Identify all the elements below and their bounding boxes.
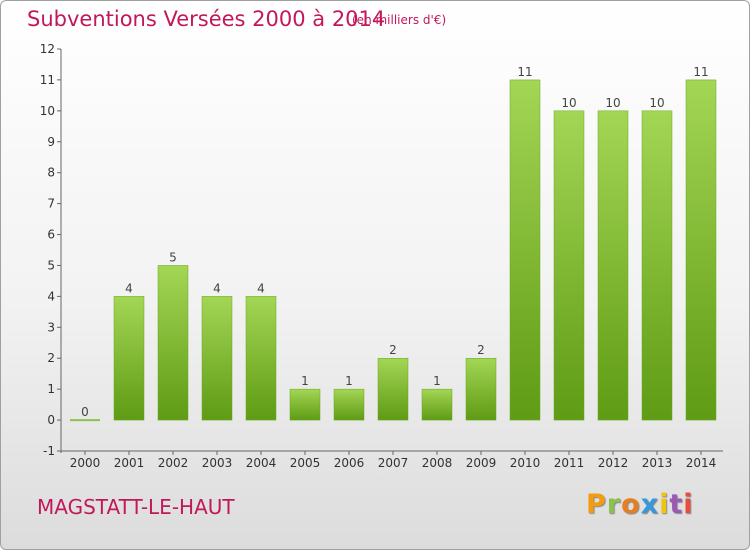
x-tick-label: 2002: [158, 456, 189, 470]
y-tick-label: 2: [47, 351, 55, 365]
bar-value-label: 1: [301, 374, 309, 388]
bar: [201, 296, 233, 421]
bar: [333, 388, 365, 421]
bar: [113, 296, 145, 421]
bar-value-label: 2: [389, 343, 397, 357]
y-tick-label: 12: [40, 42, 55, 56]
y-tick-label: 4: [47, 289, 55, 303]
bar-value-label: 4: [213, 281, 221, 295]
logo-letter: i: [683, 489, 694, 520]
bar: [245, 296, 277, 421]
bar: [377, 357, 409, 421]
chart-title: Subventions Versées 2000 à 2014: [27, 7, 386, 31]
bar-value-label: 4: [257, 281, 265, 295]
x-tick-label: 2011: [554, 456, 585, 470]
bar: [157, 265, 189, 421]
bar: [289, 388, 321, 421]
x-tick-label: 2004: [246, 456, 277, 470]
x-tick-label: 2014: [686, 456, 717, 470]
chart-subtitle: (en milliers d'€): [352, 13, 447, 27]
x-tick-label: 2007: [378, 456, 409, 470]
y-tick-label: 10: [40, 104, 55, 118]
logo-letter: x: [640, 489, 660, 520]
y-tick-label: -1: [43, 444, 55, 458]
x-tick-label: 2000: [70, 456, 101, 470]
y-tick-label: 9: [47, 135, 55, 149]
commune-name: MAGSTATT-LE-HAUT: [37, 495, 235, 519]
bar: [597, 110, 629, 421]
x-tick-label: 2008: [422, 456, 453, 470]
logo-letter: i: [659, 489, 670, 520]
y-tick-label: 7: [47, 197, 55, 211]
logo-letter: t: [669, 489, 684, 520]
bar-value-label: 10: [561, 96, 576, 110]
bar-value-label: 11: [517, 65, 532, 79]
x-tick-label: 2013: [642, 456, 673, 470]
x-tick-label: 2010: [510, 456, 541, 470]
y-tick-label: 3: [47, 320, 55, 334]
bar-value-label: 1: [433, 374, 441, 388]
x-tick-label: 2006: [334, 456, 365, 470]
logo-letter: o: [621, 489, 641, 520]
bar-value-label: 0: [81, 405, 89, 419]
bar: [553, 110, 585, 421]
bar: [685, 79, 717, 421]
bar-value-label: 4: [125, 281, 133, 295]
x-tick-label: 2009: [466, 456, 497, 470]
bar: [641, 110, 673, 421]
y-tick-label: 8: [47, 166, 55, 180]
y-tick-label: 11: [40, 73, 55, 87]
bar-value-label: 1: [345, 374, 353, 388]
bar-value-label: 5: [169, 250, 177, 264]
proxiti-logo: Proxiti: [586, 489, 694, 520]
bar-value-label: 2: [477, 343, 485, 357]
bar: [465, 357, 497, 421]
bar-value-label: 10: [605, 96, 620, 110]
y-tick-label: 1: [47, 382, 55, 396]
bar: [421, 388, 453, 421]
bar-value-label: 11: [693, 65, 708, 79]
bar: [509, 79, 541, 421]
y-tick-label: 5: [47, 258, 55, 272]
x-tick-label: 2005: [290, 456, 321, 470]
logo-letter: r: [606, 489, 622, 520]
y-tick-label: 0: [47, 413, 55, 427]
logo-letter: P: [586, 489, 607, 520]
x-tick-label: 2001: [114, 456, 145, 470]
y-tick-label: 6: [47, 228, 55, 242]
x-tick-label: 2012: [598, 456, 629, 470]
bar-value-label: 10: [649, 96, 664, 110]
x-tick-label: 2003: [202, 456, 233, 470]
